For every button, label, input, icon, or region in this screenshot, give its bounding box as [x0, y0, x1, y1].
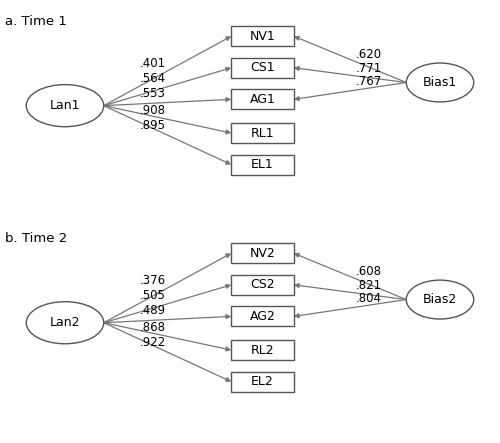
Text: CS2: CS2: [250, 278, 275, 291]
Text: AG2: AG2: [250, 310, 276, 323]
Text: RL2: RL2: [250, 344, 274, 357]
Text: NV2: NV2: [250, 247, 276, 260]
Ellipse shape: [406, 280, 474, 319]
Text: NV1: NV1: [250, 30, 276, 43]
Text: .564: .564: [140, 72, 166, 85]
Text: Bias1: Bias1: [423, 76, 457, 89]
Text: .767: .767: [356, 75, 382, 88]
Text: .821: .821: [356, 279, 382, 291]
FancyBboxPatch shape: [231, 155, 294, 175]
Text: Lan2: Lan2: [50, 316, 80, 329]
Text: b. Time 2: b. Time 2: [5, 232, 67, 245]
Text: .620: .620: [356, 48, 382, 61]
FancyBboxPatch shape: [231, 275, 294, 295]
FancyBboxPatch shape: [231, 123, 294, 143]
Text: EL2: EL2: [251, 375, 274, 388]
FancyBboxPatch shape: [231, 58, 294, 78]
Text: .505: .505: [140, 289, 166, 302]
Text: CS1: CS1: [250, 61, 275, 74]
Ellipse shape: [26, 302, 104, 344]
Text: .895: .895: [140, 119, 166, 132]
FancyBboxPatch shape: [231, 340, 294, 360]
Text: .868: .868: [140, 321, 166, 334]
Text: .553: .553: [140, 87, 166, 101]
Text: .489: .489: [140, 304, 166, 318]
FancyBboxPatch shape: [231, 26, 294, 46]
Text: .608: .608: [356, 265, 382, 278]
Text: Bias2: Bias2: [423, 293, 457, 306]
Text: .922: .922: [140, 336, 166, 349]
Text: .908: .908: [140, 104, 166, 117]
Text: EL1: EL1: [251, 158, 274, 171]
Text: .376: .376: [140, 274, 166, 287]
Text: a. Time 1: a. Time 1: [5, 15, 67, 28]
FancyBboxPatch shape: [231, 307, 294, 326]
Text: RL1: RL1: [250, 127, 274, 140]
Text: .771: .771: [356, 62, 382, 74]
Ellipse shape: [406, 63, 474, 102]
Text: AG1: AG1: [250, 93, 276, 106]
FancyBboxPatch shape: [231, 89, 294, 109]
FancyBboxPatch shape: [231, 243, 294, 263]
Text: .804: .804: [356, 292, 382, 305]
Ellipse shape: [26, 85, 104, 127]
Text: .401: .401: [140, 57, 166, 70]
Text: Lan1: Lan1: [50, 99, 80, 112]
FancyBboxPatch shape: [231, 372, 294, 392]
